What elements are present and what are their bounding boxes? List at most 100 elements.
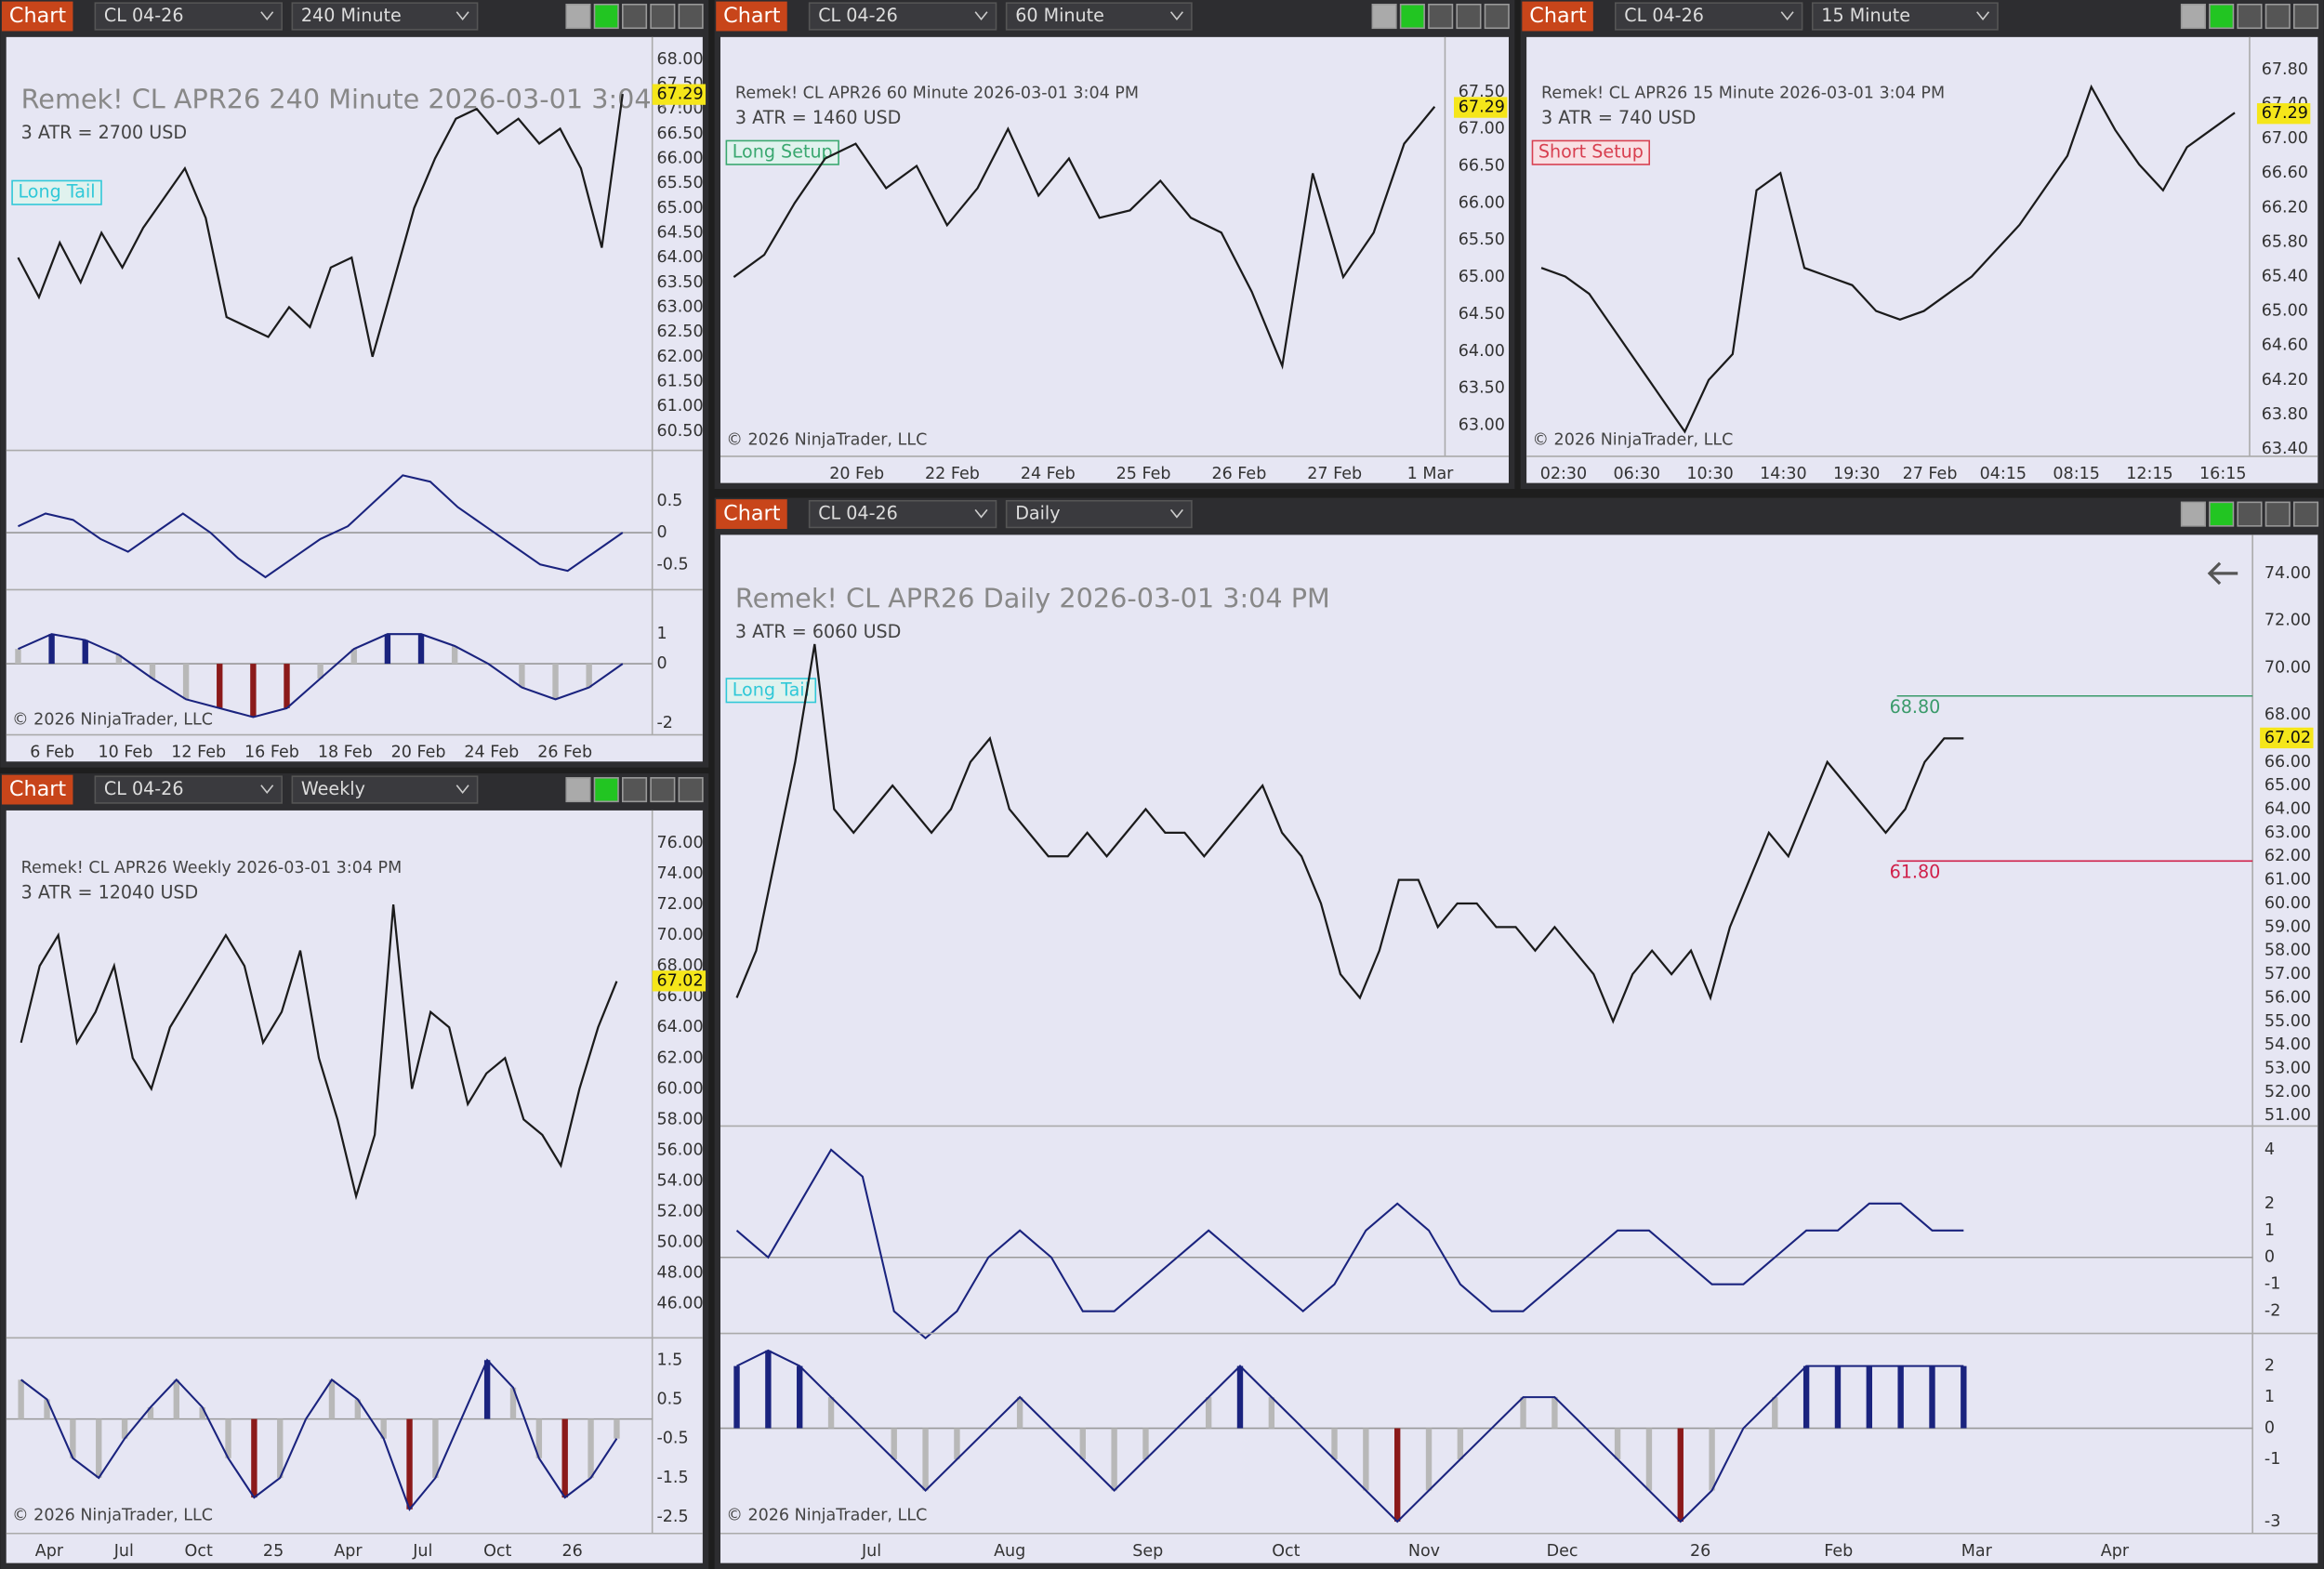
price-tick-label: 66.50 [656, 125, 703, 143]
x-tick-label: 10:30 [1686, 465, 1733, 483]
x-tick-label: 20 Feb [829, 465, 884, 483]
chart-tab[interactable] [1, 1, 73, 32]
x-tick-label: Sep [1132, 1542, 1163, 1561]
window-control[interactable] [593, 777, 619, 803]
window-control[interactable] [1484, 3, 1510, 30]
window-control[interactable] [2209, 3, 2235, 30]
dropdown[interactable] [1005, 499, 1193, 529]
window-control[interactable] [1371, 3, 1397, 30]
window-control[interactable] [678, 777, 704, 803]
window-control[interactable] [2292, 3, 2319, 30]
pane-tick-label: 1 [2265, 1388, 2275, 1406]
copyright: © 2026 NinjaTrader, LLC [1532, 430, 1733, 449]
dropdown[interactable] [808, 2, 997, 31]
histogram-bar [552, 664, 559, 700]
dropdown-arrow [260, 11, 274, 20]
back-arrow[interactable] [2207, 561, 2238, 586]
dropdown-arrow [456, 784, 469, 795]
histogram-bar [1929, 1365, 1935, 1429]
dropdown-arrow [1976, 11, 1990, 20]
dropdown[interactable] [94, 775, 283, 804]
dropdown[interactable] [1811, 2, 1999, 31]
histogram-bar [277, 1418, 284, 1478]
atr-label: 3 ATR = 12040 USD [21, 882, 199, 903]
histogram-bar [284, 664, 290, 708]
histogram-bar [1331, 1428, 1338, 1460]
dropdown-label: Weekly [301, 778, 365, 799]
window-control[interactable] [1428, 3, 1454, 30]
window-control[interactable] [1456, 3, 1482, 30]
last-price: 67.02 [2265, 729, 2311, 747]
dropdown[interactable] [1005, 2, 1193, 31]
last-price-badge [2260, 727, 2314, 749]
price-tick-label: 65.00 [1459, 268, 1505, 286]
window-control[interactable] [2180, 501, 2206, 527]
atr-label: 3 ATR = 2700 USD [21, 122, 187, 143]
chart-tab[interactable] [716, 1, 787, 32]
setup-box [725, 678, 817, 704]
price-tick-label: 57.00 [2265, 965, 2311, 983]
histogram-bar [1677, 1428, 1684, 1522]
histogram-bar [451, 645, 458, 665]
window-control[interactable] [565, 777, 591, 803]
x-tick-label: 26 [561, 1542, 582, 1561]
histogram-bar [733, 1365, 740, 1429]
dropdown-label: CL 04-26 [818, 5, 898, 26]
setup-label: Long Tail [733, 679, 810, 700]
window-control[interactable] [2265, 501, 2291, 527]
price-tick-label: 63.00 [656, 297, 703, 316]
pane-tick-label: 2 [2265, 1357, 2275, 1376]
x-tick-label: 19:30 [1833, 465, 1880, 483]
histogram-bar [797, 1365, 803, 1429]
dropdown[interactable] [1614, 2, 1803, 31]
dropdown[interactable] [291, 775, 479, 804]
chart-tab-label: Chart [9, 777, 67, 801]
dropdown[interactable] [808, 499, 997, 529]
price-tick-label: 63.50 [1459, 379, 1505, 398]
pane-tick-label: -0.5 [656, 1430, 688, 1448]
histogram-bar [432, 1418, 439, 1478]
chart-header: Remek! CL APR26 60 Minute 2026-03-01 3:0… [735, 84, 1139, 102]
x-tick-label: 22 Feb [925, 465, 980, 483]
chart-tab[interactable] [716, 499, 787, 530]
setup-box [11, 179, 102, 205]
window-control[interactable] [650, 3, 676, 30]
chart-tab[interactable] [1, 774, 73, 805]
price-tick-label: 74.00 [2265, 564, 2311, 583]
chart-tab[interactable] [1522, 1, 1593, 32]
histogram-bar [1709, 1428, 1715, 1491]
dropdown[interactable] [94, 2, 283, 31]
histogram-bar [954, 1428, 960, 1460]
dropdown-arrow [974, 11, 988, 20]
window-control[interactable] [2237, 501, 2263, 527]
window-control[interactable] [2180, 3, 2206, 30]
dropdown[interactable] [291, 2, 479, 31]
price-tick-label: 54.00 [656, 1171, 703, 1190]
price-tick-label: 70.00 [656, 926, 703, 944]
histogram-bar [328, 1379, 336, 1419]
window-control[interactable] [2265, 3, 2291, 30]
window-control[interactable] [678, 3, 704, 30]
window-control[interactable] [565, 3, 591, 30]
price-tick-label: 64.20 [2262, 371, 2308, 389]
price-tick-label: 66.20 [2262, 198, 2308, 217]
window-control[interactable] [593, 3, 619, 30]
window-control[interactable] [1399, 3, 1425, 30]
window-control[interactable] [622, 777, 648, 803]
window-control[interactable] [2209, 501, 2235, 527]
price-tick-label: 60.50 [656, 422, 703, 441]
atr-label: 3 ATR = 1460 USD [735, 107, 901, 128]
x-tick-label: 14:30 [1760, 465, 1806, 483]
x-tick-label: Oct [1272, 1542, 1300, 1561]
window-control[interactable] [2237, 3, 2263, 30]
window-control[interactable] [622, 3, 648, 30]
last-price: 67.29 [656, 86, 703, 104]
window-control[interactable] [650, 777, 676, 803]
price-tick-label: 51.00 [2265, 1106, 2311, 1125]
pane-tick-label: -3 [2265, 1512, 2280, 1531]
chart-tab-label: Chart [1529, 4, 1587, 28]
window-control[interactable] [2292, 501, 2319, 527]
histogram-bar [922, 1428, 929, 1491]
